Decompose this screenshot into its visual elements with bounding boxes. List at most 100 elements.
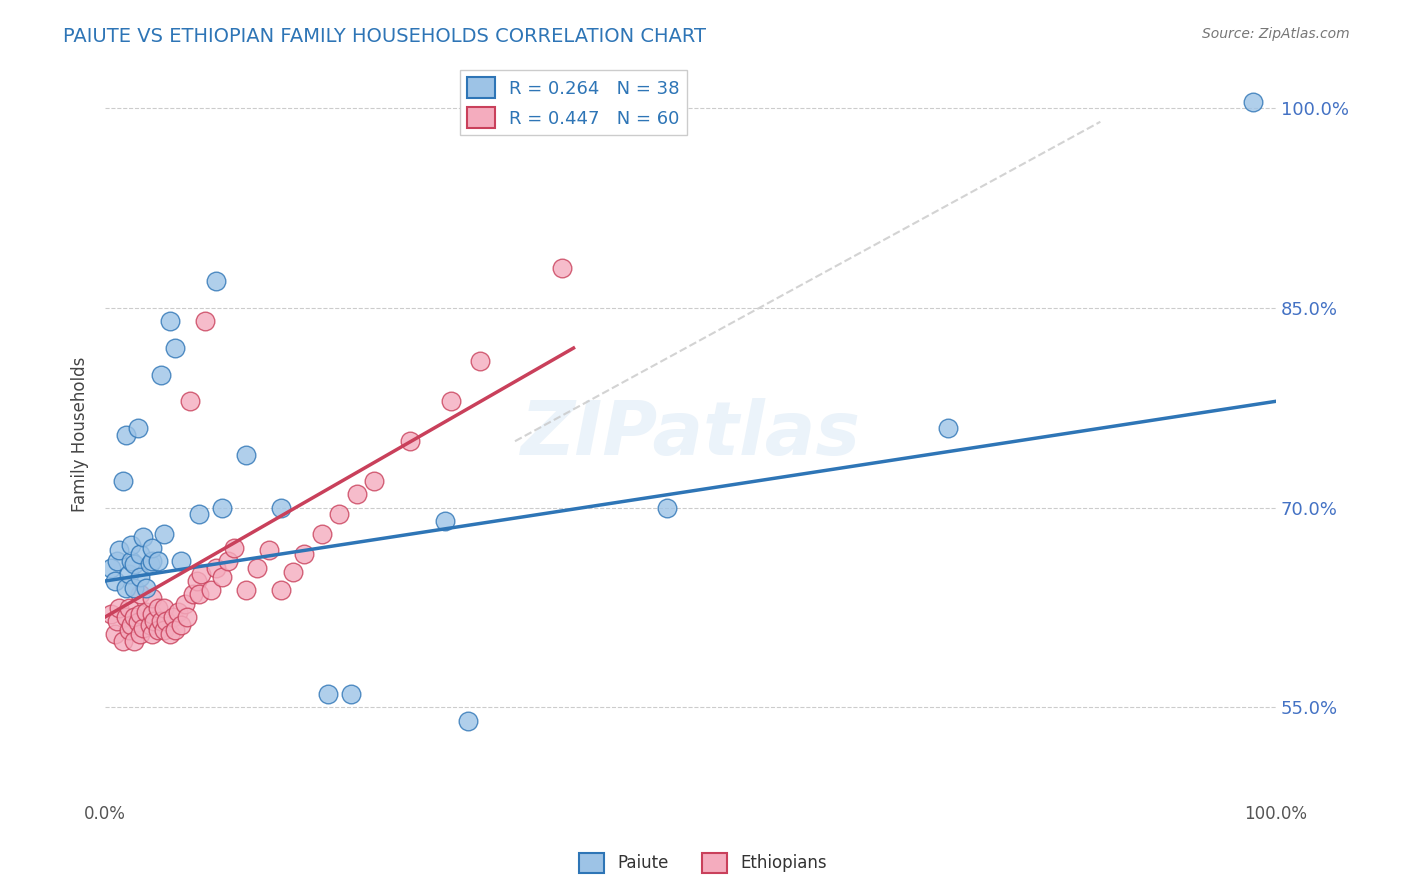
- Point: [328, 508, 350, 522]
- Point: [141, 591, 163, 606]
- Point: [105, 614, 128, 628]
- Point: [173, 597, 195, 611]
- Point: [468, 354, 491, 368]
- Point: [129, 570, 152, 584]
- Point: [281, 565, 304, 579]
- Point: [165, 341, 187, 355]
- Point: [1241, 95, 1264, 109]
- Point: [217, 554, 239, 568]
- Text: Source: ZipAtlas.com: Source: ZipAtlas.com: [1202, 27, 1350, 41]
- Point: [141, 627, 163, 641]
- Point: [129, 627, 152, 641]
- Point: [363, 474, 385, 488]
- Point: [111, 633, 134, 648]
- Point: [200, 583, 222, 598]
- Point: [222, 541, 245, 555]
- Y-axis label: Family Households: Family Households: [72, 357, 89, 512]
- Point: [433, 514, 456, 528]
- Point: [205, 275, 228, 289]
- Point: [143, 614, 166, 628]
- Point: [141, 607, 163, 622]
- Point: [120, 618, 142, 632]
- Point: [141, 554, 163, 568]
- Point: [129, 607, 152, 622]
- Point: [152, 624, 174, 638]
- Point: [170, 618, 193, 632]
- Point: [124, 581, 146, 595]
- Point: [146, 554, 169, 568]
- Point: [127, 615, 149, 630]
- Point: [100, 560, 122, 574]
- Point: [105, 554, 128, 568]
- Point: [138, 557, 160, 571]
- Point: [246, 560, 269, 574]
- Point: [270, 583, 292, 598]
- Point: [179, 394, 201, 409]
- Point: [186, 574, 208, 588]
- Point: [117, 567, 139, 582]
- Point: [146, 624, 169, 638]
- Point: [135, 605, 157, 619]
- Point: [235, 583, 257, 598]
- Point: [124, 610, 146, 624]
- Point: [111, 474, 134, 488]
- Point: [346, 487, 368, 501]
- Point: [108, 543, 131, 558]
- Point: [146, 600, 169, 615]
- Point: [936, 421, 959, 435]
- Point: [117, 624, 139, 638]
- Point: [398, 434, 420, 449]
- Point: [155, 614, 177, 628]
- Point: [187, 508, 209, 522]
- Point: [211, 570, 233, 584]
- Point: [190, 567, 212, 582]
- Point: [257, 543, 280, 558]
- Point: [340, 687, 363, 701]
- Point: [115, 427, 138, 442]
- Point: [159, 627, 181, 641]
- Point: [170, 554, 193, 568]
- Point: [115, 610, 138, 624]
- Point: [292, 547, 315, 561]
- Text: ZIPatlas: ZIPatlas: [520, 398, 860, 471]
- Point: [124, 633, 146, 648]
- Point: [194, 314, 217, 328]
- Point: [657, 500, 679, 515]
- Legend: Paiute, Ethiopians: Paiute, Ethiopians: [572, 847, 834, 880]
- Point: [100, 607, 122, 622]
- Point: [127, 421, 149, 435]
- Point: [150, 614, 173, 628]
- Point: [551, 261, 574, 276]
- Point: [124, 557, 146, 571]
- Point: [120, 554, 142, 568]
- Point: [115, 581, 138, 595]
- Point: [439, 394, 461, 409]
- Point: [181, 587, 204, 601]
- Point: [176, 610, 198, 624]
- Text: PAIUTE VS ETHIOPIAN FAMILY HOUSEHOLDS CORRELATION CHART: PAIUTE VS ETHIOPIAN FAMILY HOUSEHOLDS CO…: [63, 27, 706, 45]
- Point: [152, 527, 174, 541]
- Point: [311, 527, 333, 541]
- Point: [205, 560, 228, 574]
- Point: [211, 500, 233, 515]
- Point: [131, 621, 153, 635]
- Point: [159, 314, 181, 328]
- Point: [457, 714, 479, 728]
- Point: [108, 600, 131, 615]
- Point: [270, 500, 292, 515]
- Point: [316, 687, 339, 701]
- Point: [129, 587, 152, 601]
- Point: [103, 574, 125, 588]
- Point: [135, 581, 157, 595]
- Point: [150, 368, 173, 382]
- Point: [166, 605, 188, 619]
- Point: [129, 547, 152, 561]
- Point: [165, 624, 187, 638]
- Point: [235, 448, 257, 462]
- Point: [131, 530, 153, 544]
- Point: [103, 627, 125, 641]
- Point: [187, 587, 209, 601]
- Point: [162, 610, 184, 624]
- Point: [141, 541, 163, 555]
- Point: [120, 538, 142, 552]
